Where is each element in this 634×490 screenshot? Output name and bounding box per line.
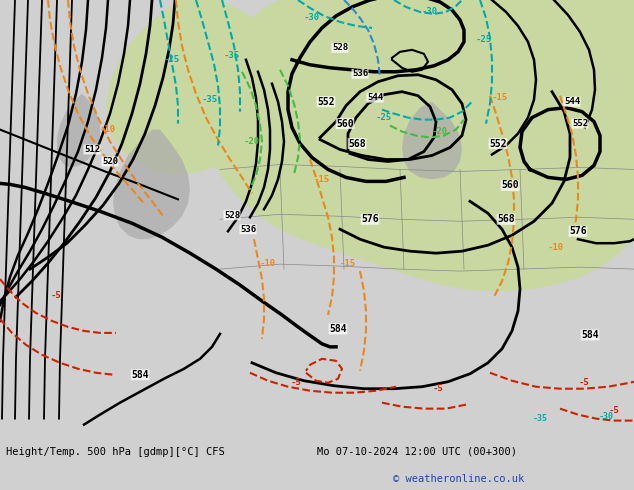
Text: 520: 520 — [102, 157, 118, 166]
Polygon shape — [370, 0, 470, 72]
Text: 552: 552 — [572, 119, 588, 128]
Text: 512: 512 — [84, 145, 100, 154]
Text: -30: -30 — [304, 13, 320, 23]
Text: -15: -15 — [314, 175, 330, 184]
Polygon shape — [57, 94, 100, 168]
Text: -10: -10 — [100, 125, 116, 134]
Text: -30: -30 — [598, 412, 614, 421]
Text: -25: -25 — [476, 35, 492, 45]
Text: -5: -5 — [51, 291, 61, 299]
Text: -15: -15 — [492, 93, 508, 102]
Polygon shape — [508, 0, 634, 194]
Text: 528: 528 — [332, 43, 348, 52]
Text: 560: 560 — [501, 180, 519, 191]
Text: -10: -10 — [548, 243, 564, 252]
Text: 536: 536 — [352, 69, 368, 78]
Text: 568: 568 — [348, 139, 366, 148]
Polygon shape — [106, 0, 282, 174]
Text: 576: 576 — [569, 226, 587, 236]
Text: 544: 544 — [564, 97, 580, 106]
Text: -10: -10 — [260, 259, 276, 268]
Text: -35: -35 — [224, 51, 240, 60]
Text: -20: -20 — [244, 137, 260, 146]
Text: -30: -30 — [422, 7, 438, 17]
Text: 568: 568 — [497, 214, 515, 224]
Text: -25: -25 — [376, 113, 392, 122]
Text: 584: 584 — [581, 330, 598, 340]
Text: -5: -5 — [432, 384, 443, 393]
Polygon shape — [290, 0, 368, 64]
Text: Mo 07-10-2024 12:00 UTC (00+300): Mo 07-10-2024 12:00 UTC (00+300) — [317, 447, 517, 457]
Text: Height/Temp. 500 hPa [gdmp][°C] CFS: Height/Temp. 500 hPa [gdmp][°C] CFS — [6, 447, 225, 457]
Text: -20: -20 — [432, 127, 448, 136]
Polygon shape — [113, 129, 190, 239]
Polygon shape — [204, 0, 634, 291]
Polygon shape — [260, 0, 450, 170]
Text: -35: -35 — [533, 414, 548, 423]
Text: 576: 576 — [361, 214, 378, 224]
Text: 584: 584 — [329, 324, 347, 334]
Text: -35: -35 — [202, 95, 218, 104]
Text: 552: 552 — [489, 139, 507, 148]
Text: 560: 560 — [336, 119, 354, 128]
Text: -5: -5 — [579, 378, 590, 387]
Text: 528: 528 — [224, 211, 240, 220]
Text: © weatheronline.co.uk: © weatheronline.co.uk — [393, 474, 524, 484]
Text: 536: 536 — [240, 225, 256, 234]
Text: -5: -5 — [609, 406, 619, 415]
Text: 584: 584 — [131, 370, 149, 380]
Text: 544: 544 — [367, 93, 383, 102]
Polygon shape — [402, 101, 462, 179]
Text: 552: 552 — [317, 97, 335, 107]
Text: -25: -25 — [164, 55, 180, 64]
Text: -5: -5 — [290, 378, 301, 387]
Text: -15: -15 — [340, 259, 356, 268]
